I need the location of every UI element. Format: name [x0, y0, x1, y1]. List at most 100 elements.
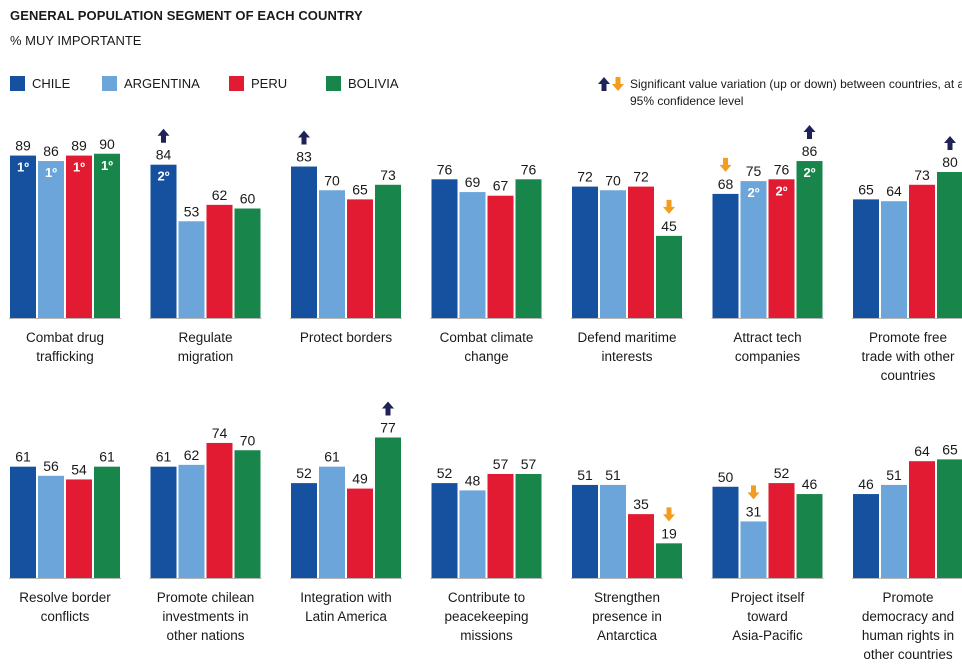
bar-chile — [150, 164, 177, 318]
bar-peru — [628, 186, 654, 318]
value-label-argentina: 51 — [886, 467, 902, 483]
category-label-line: Protect borders — [300, 330, 393, 345]
arrow-down-icon — [747, 485, 760, 500]
category-label-line: trafficking — [36, 349, 94, 364]
category-label: Project itself toward Asia-Pacific — [731, 590, 805, 643]
category-label-line: other countries — [863, 647, 953, 662]
value-label-peru: 76 — [774, 161, 790, 177]
bar-bolivia — [94, 466, 120, 578]
value-label-peru: 73 — [914, 167, 930, 183]
value-label-chile: 52 — [296, 465, 312, 481]
category-label-line: trade with other — [861, 349, 955, 364]
chart-panel: 51 51 35 19 Strengthen presence in Antarctica — [571, 467, 683, 643]
bar-argentina — [740, 181, 767, 318]
category-label: Promote democracy and human rights in other… — [862, 590, 954, 662]
category-label-line: human rights in — [862, 628, 954, 643]
bar-chile — [853, 199, 879, 318]
value-label-bolivia: 45 — [661, 218, 677, 234]
value-label-argentina: 56 — [43, 458, 59, 474]
chart-panel: 72 70 72 45 Defend maritime interests — [571, 169, 683, 364]
bar-chile — [431, 179, 458, 318]
value-label-peru: 89 — [71, 138, 87, 154]
value-label-peru: 67 — [493, 178, 509, 194]
bar-peru — [206, 442, 233, 578]
category-label-line: Regulate — [178, 330, 232, 345]
category-label-line: migration — [178, 349, 234, 364]
value-label-peru: 52 — [774, 465, 790, 481]
value-label-chile: 76 — [437, 161, 453, 177]
bar-peru — [628, 514, 654, 578]
value-label-argentina: 70 — [605, 172, 621, 188]
value-label-chile: 84 — [156, 147, 172, 163]
category-label-line: change — [464, 349, 508, 364]
bar-chile — [10, 155, 36, 318]
value-label-argentina: 69 — [465, 174, 481, 190]
value-label-bolivia: 76 — [521, 161, 537, 177]
category-label-line: democracy and — [862, 609, 954, 624]
chart-title: GENERAL POPULATION SEGMENT OF EACH COUNT… — [10, 8, 363, 23]
bar-peru — [768, 179, 795, 318]
bar-bolivia — [937, 172, 962, 318]
note-icons — [598, 77, 624, 91]
bar-argentina — [881, 201, 907, 318]
legend-label-bolivia: BOLIVIA — [348, 75, 399, 91]
category-label-line: other nations — [166, 628, 244, 643]
category-label-line: companies — [735, 349, 801, 364]
value-label-argentina: 61 — [324, 449, 340, 465]
category-label-line: Resolve border — [19, 590, 111, 605]
bar-peru — [347, 199, 373, 318]
value-label-argentina: 51 — [605, 467, 621, 483]
value-label-argentina: 64 — [886, 183, 902, 199]
legend-item-argentina: ARGENTINA — [102, 74, 200, 92]
bar-argentina — [38, 475, 64, 578]
value-label-argentina: 48 — [465, 472, 481, 488]
arrow-up-icon — [598, 77, 610, 91]
rank-label-bolivia: 1º — [101, 158, 113, 173]
value-label-peru: 49 — [352, 471, 368, 487]
bar-peru — [909, 184, 935, 318]
bar-argentina — [319, 190, 345, 318]
bar-argentina — [881, 484, 907, 578]
category-label-line: Integration with — [300, 590, 392, 605]
category-label: Contribute to peacekeeping missions — [444, 590, 528, 643]
arrow-up-icon — [944, 136, 956, 150]
value-label-chile: 52 — [437, 465, 453, 481]
bar-bolivia — [515, 473, 542, 578]
bar-bolivia — [94, 153, 120, 318]
bar-peru — [487, 473, 514, 578]
bar-chile — [10, 466, 36, 578]
note-text: Significant value variation (up or down)… — [630, 77, 962, 108]
rank-label-argentina: 2º — [748, 185, 760, 200]
bar-argentina — [319, 466, 345, 578]
chart-panel: 83 70 65 73 Protect borders — [290, 130, 402, 345]
bar-peru — [206, 204, 233, 318]
category-label-line: interests — [601, 349, 652, 364]
bar-peru — [347, 488, 373, 578]
arrow-down-icon — [663, 199, 675, 214]
chart-panel: 50 31 52 46 Project itself toward Asia-Pacific — [711, 465, 824, 643]
rank-label-argentina: 1º — [45, 165, 57, 180]
legend-swatch-peru — [229, 75, 244, 91]
category-label-line: conflicts — [41, 609, 90, 624]
value-label-peru: 54 — [71, 461, 87, 477]
category-label-line: Promote free — [869, 330, 947, 345]
rank-label-bolivia: 2º — [804, 165, 816, 180]
category-label-line: toward — [747, 609, 788, 624]
category-label: Strengthen presence in Antarctica — [592, 590, 662, 643]
value-label-chile: 83 — [296, 149, 312, 165]
value-label-argentina: 53 — [184, 203, 200, 219]
category-label-line: Defend maritime — [577, 330, 676, 345]
chart-panel: 89 1º 86 1º 89 1º 90 1º Combat drug trafficking — [9, 136, 121, 364]
category-label: Integration with Latin America — [300, 590, 392, 624]
rank-label-peru: 1º — [73, 160, 85, 175]
value-label-peru: 65 — [352, 181, 368, 197]
value-label-bolivia: 61 — [99, 449, 115, 465]
legend-item-bolivia: BOLIVIA — [326, 74, 399, 92]
bar-bolivia — [234, 450, 261, 578]
chart-panel: 61 62 74 70 Promote chilean investments in oth… — [149, 425, 262, 643]
rank-label-chile: 1º — [17, 160, 29, 175]
value-label-argentina: 86 — [43, 143, 59, 159]
bar-bolivia — [796, 161, 823, 318]
value-label-bolivia: 80 — [942, 154, 958, 170]
value-label-bolivia: 86 — [802, 143, 818, 159]
